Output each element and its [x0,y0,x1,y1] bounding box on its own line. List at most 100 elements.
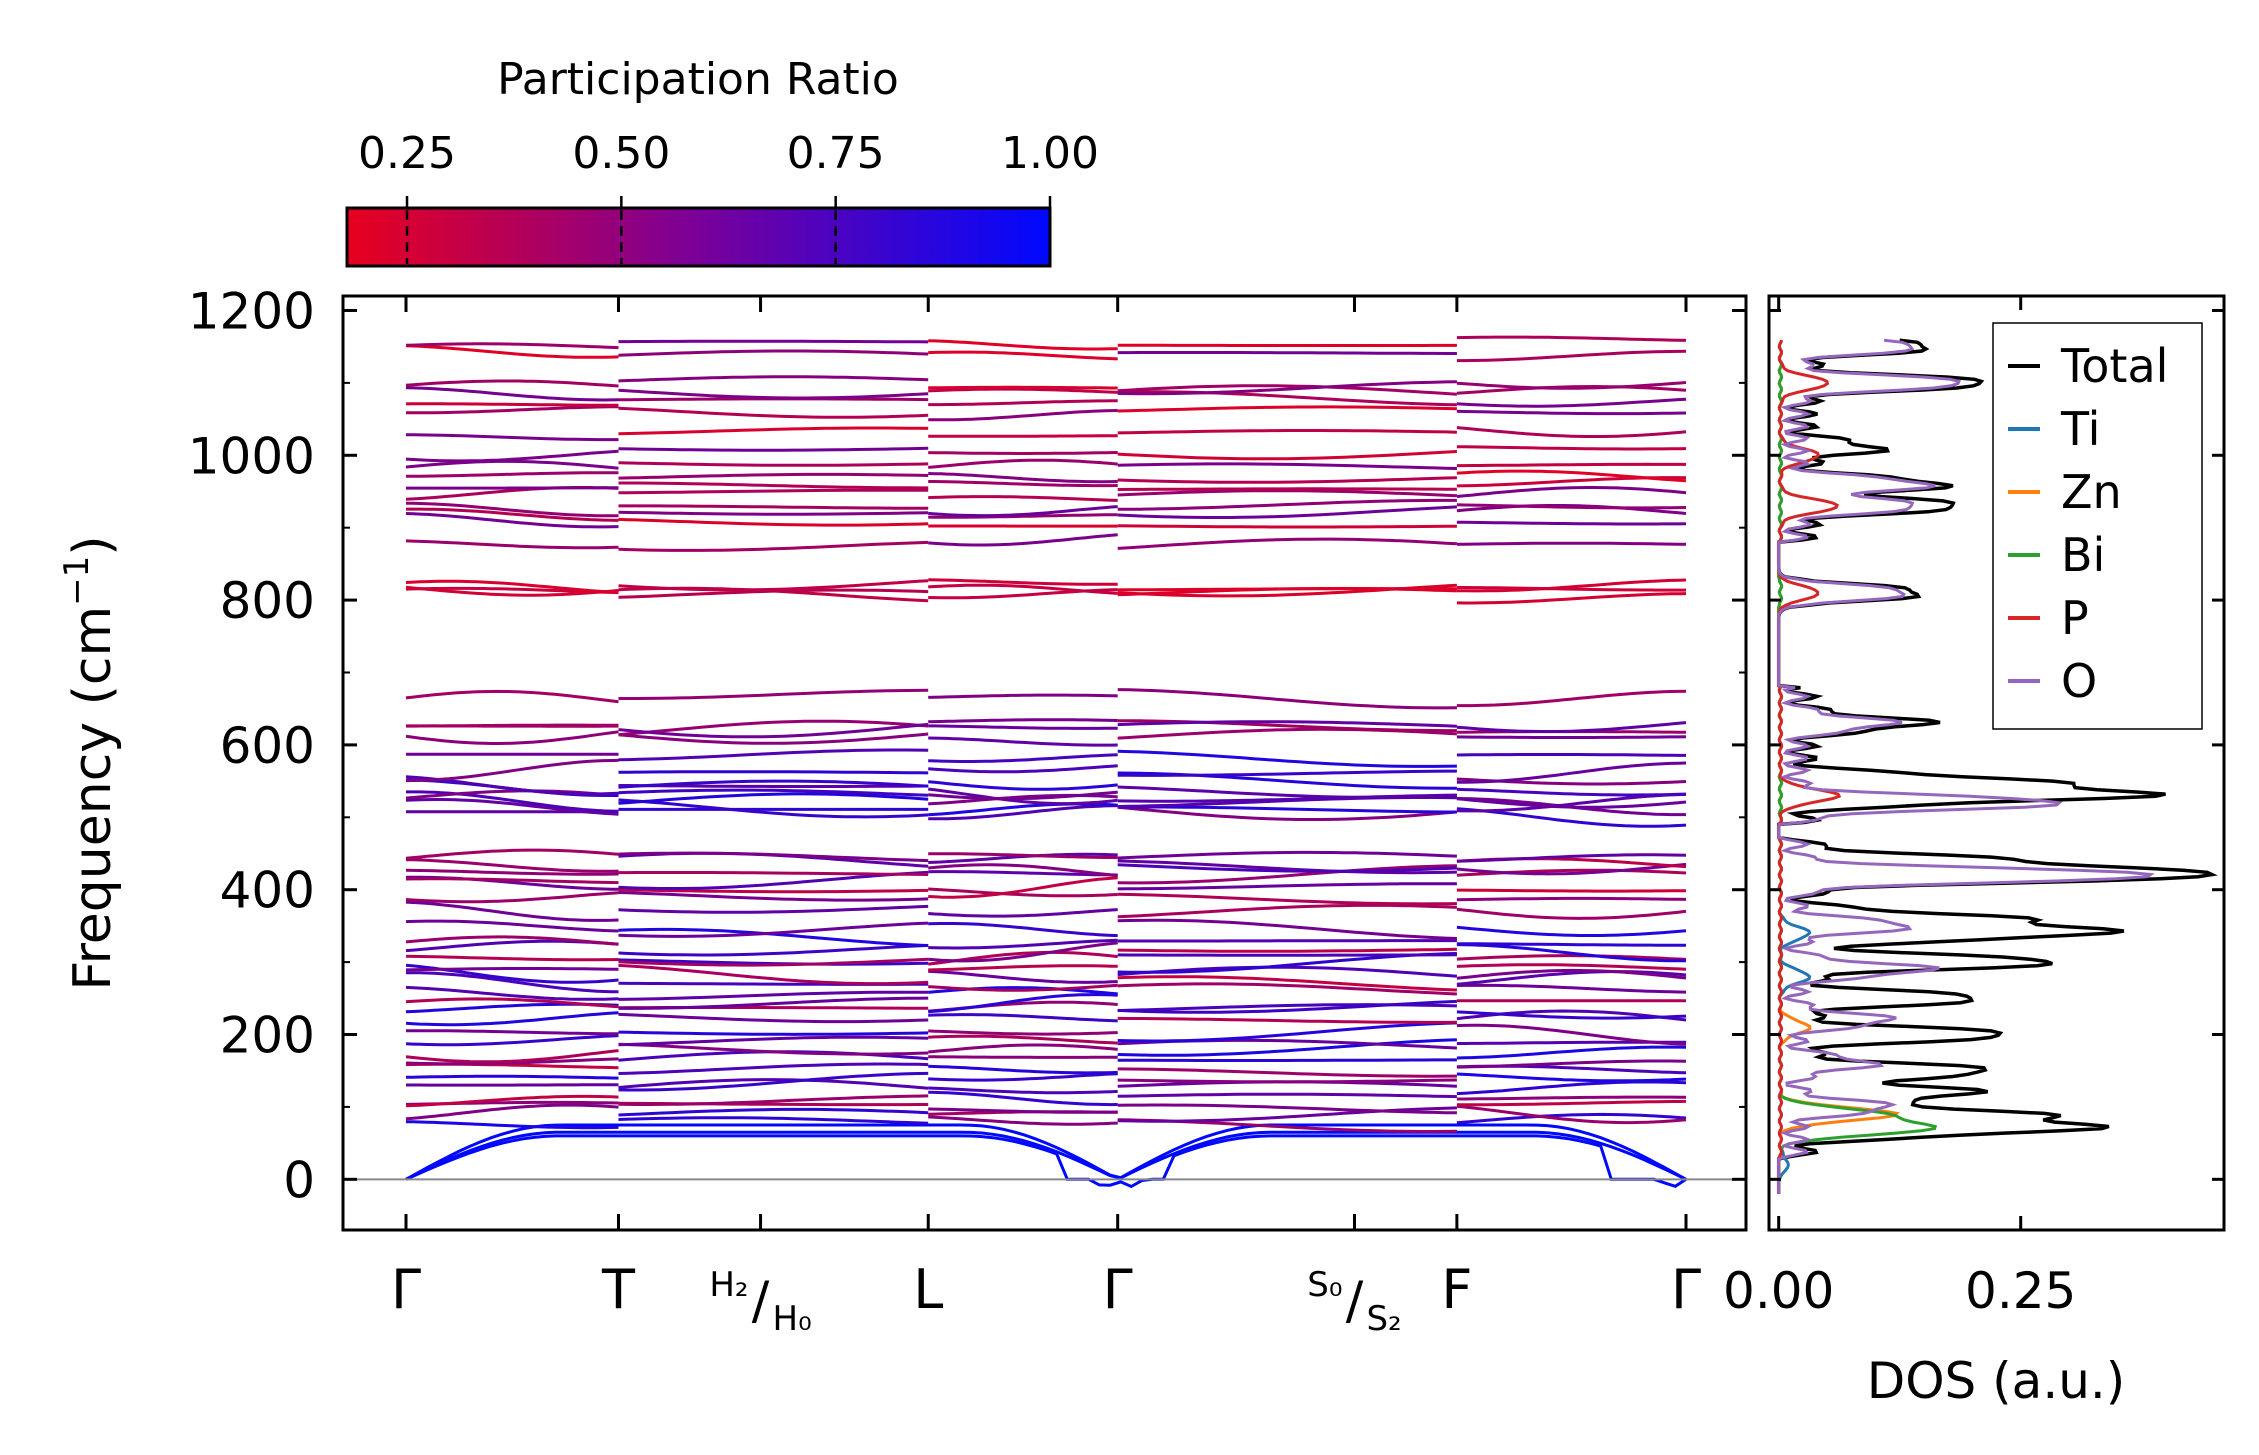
dos-x-axis-label: DOS (a.u.) [1867,1352,2126,1410]
band-line [1456,797,1687,809]
band-line [1456,486,1687,498]
path-label-slash: / [752,1271,770,1331]
band-line [405,1120,619,1130]
band-line [618,461,929,467]
band-line [618,904,929,914]
band-line [1117,805,1458,821]
band-line [405,1123,1687,1181]
band-line [1117,805,1457,814]
dos-panel: 0.00 0.25 DOS (a.u.) Total Ti Zn Bi PO [1723,294,2226,1410]
band-line [618,1030,929,1036]
band-line [1456,943,1686,963]
colorbar-tick-label: 0.75 [787,128,885,179]
legend-label: P [2061,591,2089,645]
band-y-tick-label: 200 [220,1007,315,1065]
dos-curve-o [1777,338,2155,1194]
y-label-sup: −1 [57,556,97,606]
band-y-axis: 0 200 400 600 800 1000 1200 [188,282,1746,1209]
band-line [405,344,619,359]
band-line [1456,1059,1687,1069]
band-line [928,480,1118,488]
band-line [1456,954,1687,961]
band-line [405,935,619,946]
legend-label: O [2061,654,2097,708]
band-line [1117,864,1457,885]
band-line [618,798,929,819]
band-line [928,458,1118,469]
band-line [1117,975,1457,992]
band-line [618,1062,929,1075]
band-line [618,891,929,902]
band-line [618,1078,929,1090]
band-line [1456,896,1687,902]
band-line [1456,753,1686,757]
band-line [1117,850,1457,860]
band-line [618,732,929,745]
band-line [405,848,619,860]
band-line [1117,1067,1457,1078]
band-line [928,870,1118,877]
band-line [618,540,929,552]
band-line [405,1130,1687,1181]
band-line [1456,963,1687,971]
band-line [1456,689,1687,708]
band-line [928,1029,1118,1036]
colorbar-tick-label: 0.25 [358,128,456,179]
path-label-top: S₀ [1307,1265,1342,1305]
band-line [928,1055,1118,1059]
band-line [1456,462,1686,468]
band-line [1117,1058,1457,1062]
path-label-bottom: S₂ [1366,1299,1401,1339]
band-line [928,1090,1118,1107]
band-line [618,510,929,516]
path-label: F [1441,1258,1472,1321]
dos-x-tick-label: 0.00 [1723,1262,1834,1320]
band-line [618,719,929,737]
band-y-tick-label: 1200 [188,282,315,340]
band-line [405,900,619,922]
band-line [405,997,619,1009]
band-line [928,887,1118,898]
path-label: Γ [1103,1258,1133,1321]
band-line [618,1094,929,1106]
band-line [405,1074,619,1080]
band-line [1117,982,1457,996]
band-line [405,386,619,402]
dos-legend: Total Ti Zn Bi PO [1992,322,2203,730]
band-line [618,1116,929,1125]
band-line [405,954,619,962]
band-line [618,1042,929,1056]
band-line [928,533,1118,547]
band-line [1456,1045,1687,1060]
band-line [405,985,619,1001]
band-line [1117,524,1457,529]
band-line [928,718,1118,724]
band-line [1117,476,1457,484]
band-line [928,693,1118,699]
band-line [1117,487,1457,491]
band-line [618,1012,929,1024]
band-y-tick-label: 0 [283,1151,315,1209]
band-line [1456,970,1687,986]
path-label-top: H₂ [709,1265,748,1305]
band-line [1117,769,1457,777]
band-line [618,1071,929,1092]
band-line [405,689,619,704]
colorbar-tick-label: 0.50 [572,128,670,179]
band-line [1456,787,1687,797]
band-line [618,488,929,495]
band-line [928,964,1118,972]
band-line [618,870,929,890]
band-line [1456,381,1687,390]
band-line [1456,1072,1687,1083]
band-line [618,504,929,510]
band-line [928,1064,1118,1075]
band-line [618,888,929,894]
band-line [406,433,619,442]
band-line [618,446,929,452]
band-line [618,792,929,805]
band-line [928,753,1118,763]
band-line [618,957,929,967]
band-line [406,507,619,522]
